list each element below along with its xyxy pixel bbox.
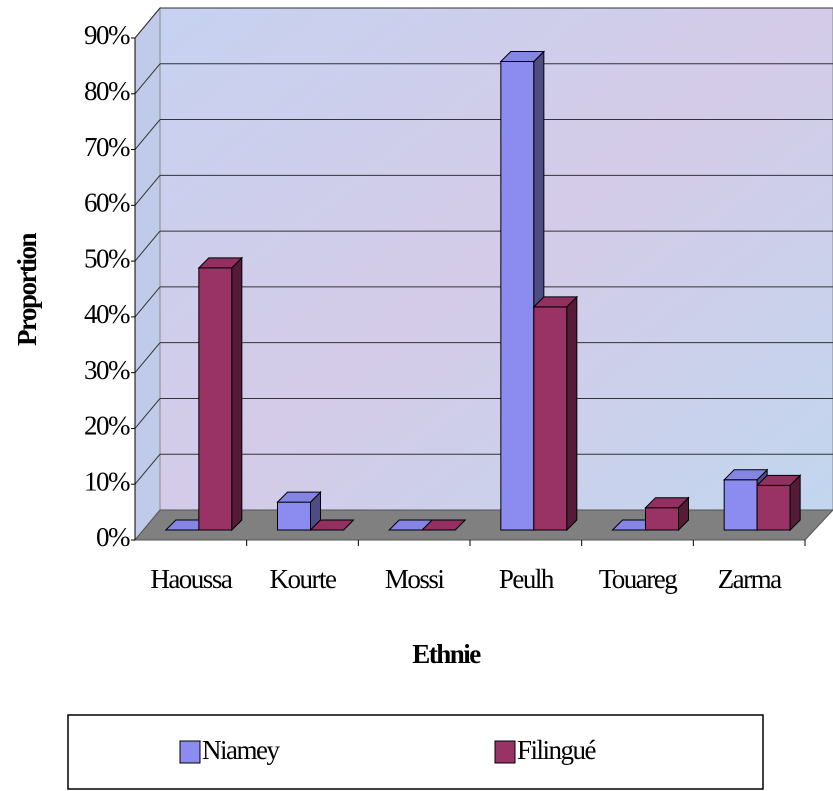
x-tick-label: Haoussa bbox=[150, 564, 232, 594]
x-tick-label: Kourte bbox=[270, 564, 337, 594]
x-tick-label: Mossi bbox=[385, 564, 445, 594]
bar bbox=[532, 295, 579, 532]
grid-line bbox=[134, 7, 161, 39]
x-tick-label: Peulh bbox=[499, 564, 555, 594]
bar bbox=[197, 256, 244, 532]
y-tick-label: 70% bbox=[84, 132, 130, 162]
x-tick-label: Zarma bbox=[718, 564, 782, 594]
bar bbox=[722, 468, 769, 532]
grid-line bbox=[134, 230, 161, 262]
y-axis-label: Proportion bbox=[12, 233, 42, 346]
side-wall bbox=[134, 6, 161, 542]
x-axis-label: Ethnie bbox=[412, 639, 481, 669]
back-wall bbox=[159, 7, 833, 511]
y-tick-label: 50% bbox=[84, 243, 130, 273]
bar-top bbox=[309, 519, 355, 531]
legend-label: Niamey bbox=[202, 735, 280, 765]
bar-top bbox=[755, 474, 802, 486]
bar-front bbox=[723, 479, 758, 531]
grid-line bbox=[134, 453, 161, 485]
legend-label: Filingué bbox=[517, 735, 597, 765]
bar bbox=[644, 496, 690, 532]
grid-line bbox=[134, 63, 161, 95]
grid-line bbox=[134, 398, 161, 429]
y-tick-label: 10% bbox=[84, 466, 130, 496]
bar bbox=[420, 519, 467, 531]
bar-side bbox=[231, 256, 243, 532]
bar-top bbox=[499, 50, 546, 62]
bar bbox=[309, 519, 355, 531]
grid-line bbox=[134, 342, 161, 373]
bar-top bbox=[420, 519, 467, 531]
bar-front bbox=[645, 507, 679, 531]
bar-front bbox=[500, 60, 535, 531]
bar-top bbox=[644, 497, 690, 509]
bar-side bbox=[566, 295, 578, 532]
bar-front bbox=[198, 267, 233, 531]
grid-line bbox=[134, 286, 161, 318]
y-tick-label: 20% bbox=[84, 411, 130, 441]
y-tick-label: 40% bbox=[84, 299, 130, 329]
legend-swatch bbox=[179, 740, 201, 764]
bar-front bbox=[277, 501, 311, 531]
bar-top bbox=[722, 469, 769, 481]
bar-top bbox=[276, 491, 322, 503]
bar-top bbox=[532, 296, 579, 308]
bar bbox=[755, 474, 802, 532]
y-tick-label: 30% bbox=[84, 355, 130, 385]
y-tick-label: 60% bbox=[84, 188, 130, 218]
y-tick-label: 90% bbox=[84, 20, 130, 50]
bar-top bbox=[197, 257, 244, 269]
bar-front bbox=[756, 484, 791, 531]
legend-swatch bbox=[494, 740, 516, 764]
y-tick-label: 80% bbox=[84, 76, 130, 106]
legend-box bbox=[67, 714, 764, 790]
grid-line bbox=[134, 175, 161, 206]
y-tick-label: 0% bbox=[96, 522, 130, 552]
bar-front bbox=[533, 306, 568, 531]
bar bbox=[276, 490, 322, 532]
x-tick-label: Touareg bbox=[599, 564, 678, 594]
grid-line bbox=[134, 119, 161, 150]
